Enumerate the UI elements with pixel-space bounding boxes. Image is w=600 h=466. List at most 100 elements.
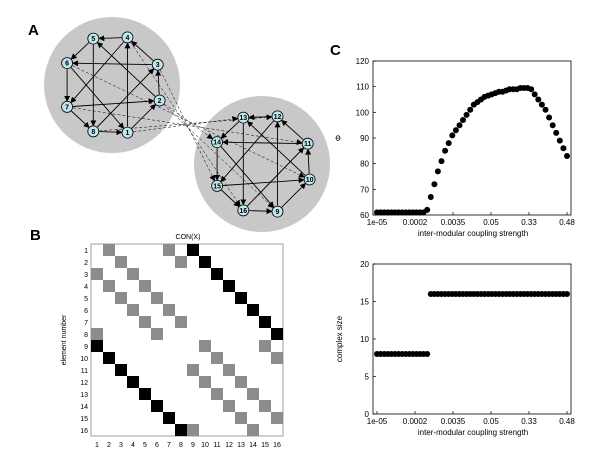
node-label: 10 <box>306 177 314 184</box>
data-point <box>449 132 456 139</box>
data-point <box>463 111 470 118</box>
matrix-col-label: 11 <box>213 442 220 449</box>
node-circle <box>121 31 134 44</box>
complex-axes-frame <box>372 263 572 415</box>
data-point <box>560 145 567 152</box>
matrix-frame <box>90 243 284 437</box>
matrix-cell-gray <box>115 292 127 304</box>
edge-ring <box>131 40 154 61</box>
matrix-cell-gray <box>103 244 115 256</box>
network-node: 7 <box>61 101 73 113</box>
matrix-row-label: 16 <box>80 428 88 435</box>
edge-ring <box>70 42 90 60</box>
edge-ring <box>305 148 312 174</box>
node-label: 13 <box>239 115 247 122</box>
matrix-row-label: 15 <box>80 416 88 423</box>
y-tick-label: 90 <box>360 134 369 143</box>
matrix-ylabel: element number <box>61 314 68 365</box>
matrix-cell-gray <box>247 388 259 400</box>
matrix-row-label: 11 <box>81 368 88 375</box>
y-tick-label: 80 <box>360 160 369 169</box>
matrix-cell-gray <box>235 376 247 388</box>
node-label: 2 <box>158 98 162 105</box>
data-point <box>538 101 545 108</box>
matrix-cell-gray <box>187 424 199 436</box>
y-tick-label: 5 <box>365 373 370 382</box>
y-tick-label: 0 <box>365 410 370 419</box>
x-tick-label: 0.33 <box>521 417 537 426</box>
network-node: 14 <box>211 136 224 149</box>
y-tick-label: 60 <box>360 211 369 220</box>
matrix-row-label: 10 <box>80 356 88 363</box>
matrix-col-label: 7 <box>167 442 171 449</box>
edge-chord <box>222 139 302 146</box>
edge-chord <box>72 98 155 107</box>
edge-chord <box>247 147 305 207</box>
matrix-cell-gray <box>151 292 163 304</box>
data-point <box>528 86 535 93</box>
matrix-cell-black <box>175 424 187 436</box>
matrix-cell-black <box>103 352 115 364</box>
phi-chart: 60 70 80 90 100 110 120 1e-05 0.0002 0.0035 0.05 0… <box>334 57 575 238</box>
matrix-cell-gray <box>199 340 211 352</box>
matrix-cell-gray <box>223 364 235 376</box>
matrix-cell-gray <box>91 328 103 340</box>
data-point <box>549 122 556 129</box>
matrix-cell-black <box>271 328 283 340</box>
matrix-col-label: 6 <box>155 442 159 449</box>
x-tick-label: 0.0002 <box>403 218 428 227</box>
matrix-row-label: 13 <box>80 392 88 399</box>
data-point <box>556 137 563 144</box>
edge-ring <box>249 208 273 215</box>
matrix-cell-black <box>199 256 211 268</box>
edge-ring <box>99 129 123 136</box>
matrix-cell-black <box>259 316 271 328</box>
data-point <box>460 117 466 123</box>
data-point <box>431 181 438 188</box>
matrix-row-label: 4 <box>84 284 88 291</box>
matrix-cell-gray <box>271 352 283 364</box>
edge-chord <box>72 60 152 67</box>
y-tick-label: 120 <box>356 57 370 66</box>
node-circle <box>121 126 134 139</box>
matrix-cell-gray <box>223 400 235 412</box>
matrix-col-label: 5 <box>143 442 147 449</box>
matrix-cell-gray <box>103 280 115 292</box>
matrix-row-label: 2 <box>84 260 88 267</box>
matrix-cell-gray <box>91 268 103 280</box>
data-point <box>564 153 570 159</box>
edge-inter-module <box>99 114 273 132</box>
data-point <box>553 129 560 136</box>
matrix-cell-gray <box>211 352 223 364</box>
edge-inter-module <box>97 42 274 209</box>
matrix-cell-gray <box>139 316 151 328</box>
edge-chord <box>70 67 125 129</box>
matrix-cell-gray <box>163 244 175 256</box>
matrix-col-label: 15 <box>261 442 269 449</box>
matrix-cell-gray <box>151 328 163 340</box>
node-label: 11 <box>304 141 312 148</box>
y-tick-label: 10 <box>360 335 369 344</box>
network-node: 11 <box>301 137 314 150</box>
matrix-cell-black <box>115 364 127 376</box>
edge-ring <box>71 110 90 128</box>
matrix-col-label: 2 <box>107 442 111 449</box>
edge-ring <box>281 182 307 208</box>
matrix-col-label: 12 <box>225 442 233 449</box>
data-point <box>542 106 549 113</box>
matrix-cell-black <box>211 268 223 280</box>
node-circle <box>303 173 316 186</box>
data-point <box>427 194 434 200</box>
node-circle <box>237 204 250 217</box>
x-tick-label: 0.33 <box>521 218 537 227</box>
y-tick-label: 70 <box>360 185 369 194</box>
matrix-row-label: 9 <box>84 344 88 351</box>
panel-label-a: A <box>28 22 39 39</box>
matrix-cell-gray <box>139 280 151 292</box>
matrix-cell-black <box>235 292 247 304</box>
matrix-cell-black <box>187 244 199 256</box>
matrix-row-label: 14 <box>80 404 88 411</box>
matrix-cell-black <box>139 388 151 400</box>
edge-ring <box>131 103 157 129</box>
